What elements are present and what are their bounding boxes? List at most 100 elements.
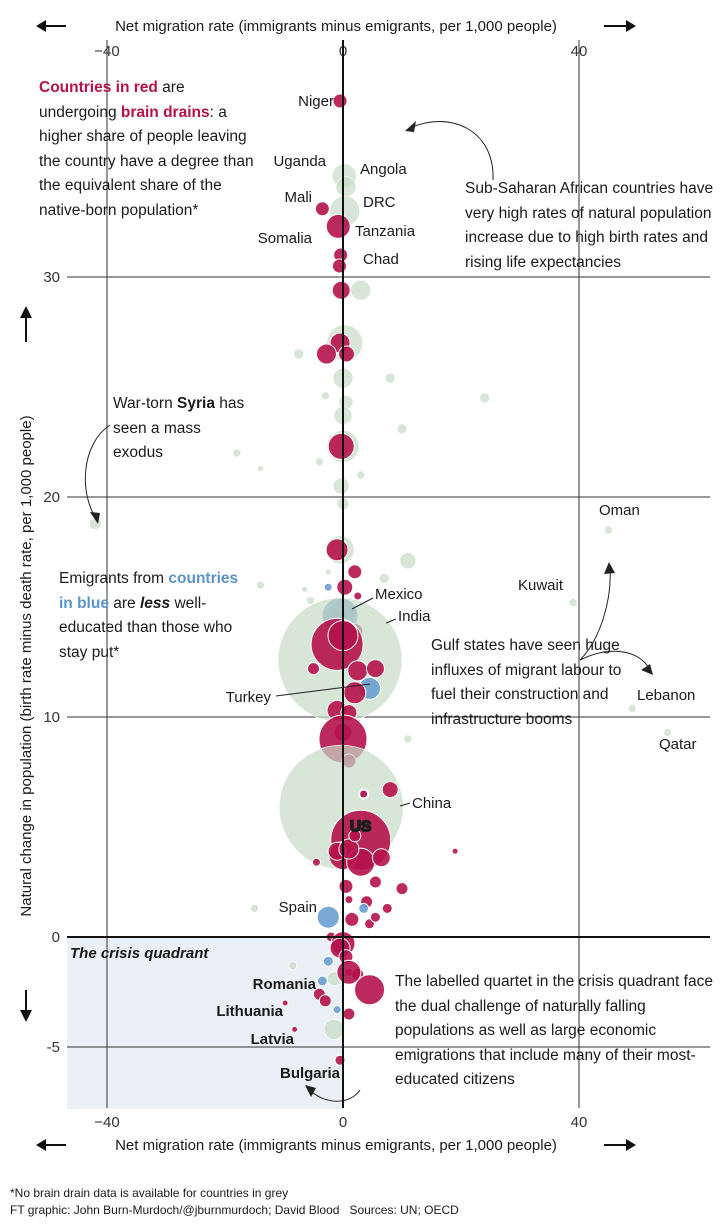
x-tick-top-0: −40 — [94, 43, 119, 60]
label-lithuania: Lithuania — [216, 1003, 283, 1020]
arrowhead-subsaharan — [405, 121, 416, 132]
label-qatar: Qatar — [659, 736, 697, 753]
bubble-point-80 — [368, 875, 382, 889]
x-axis-label-bottom: Net migration rate (immigrants minus emi… — [115, 1137, 557, 1154]
bubble-point-40 — [301, 586, 308, 593]
red-legend-phrase: Countries in red — [39, 79, 158, 96]
label-us: US — [350, 818, 371, 835]
bubble-point-79 — [338, 878, 354, 894]
label-angola: Angola — [360, 161, 407, 178]
arrowhead-syria — [90, 512, 100, 524]
bubble-point-39 — [256, 580, 265, 590]
bubble-point-43 — [353, 591, 363, 601]
label-oman: Oman — [599, 502, 640, 519]
bubble-point-15 — [293, 348, 305, 360]
x-axis-label-top: Net migration rate (immigrants minus emi… — [115, 18, 557, 35]
bubble-point-64 — [627, 703, 637, 713]
bubble-point-0 — [332, 93, 348, 109]
syria-text-1: War-torn — [113, 395, 178, 412]
arrowhead-oman — [604, 562, 615, 574]
bubble-point-45 — [568, 598, 578, 607]
bubble-point-109 — [323, 1019, 345, 1040]
bubble-point-107 — [342, 1007, 356, 1021]
bubble-point-34 — [325, 538, 349, 562]
bubble-point-88 — [316, 905, 340, 929]
syria-text-2: has seen a mass exodus — [113, 395, 245, 461]
subsaharan-note: Sub-Saharan African countries have very … — [465, 180, 714, 271]
bubble-point-28 — [356, 470, 366, 480]
bubble-point-104 — [318, 994, 332, 1008]
bubble-point-68 — [359, 789, 369, 799]
bubble-point-18 — [320, 391, 330, 401]
arrow-gulf-lebanon — [579, 650, 651, 671]
arrowhead-lebanon — [641, 664, 653, 675]
credit-line: FT graphic: John Burn-Murdoch/@jburnmurd… — [10, 1203, 459, 1217]
label-china: China — [412, 795, 452, 812]
bubble-point-108 — [291, 1025, 299, 1033]
y-axis: Natural change in population (birth rate… — [18, 306, 35, 1022]
bubble-point-8 — [331, 258, 347, 274]
label-kuwait: Kuwait — [518, 577, 564, 594]
x-tick-top-2: 40 — [571, 43, 588, 60]
emigrants-text-1: Emigrants from — [59, 570, 169, 587]
x-tick-bottom-1: 0 — [339, 1114, 347, 1131]
y-tick-2: 10 — [43, 709, 60, 726]
bubble-point-103 — [354, 974, 386, 1006]
footnote: *No brain drain data is available for co… — [10, 1186, 289, 1200]
tick-labels: −40−400040403020100-5 — [43, 43, 587, 1131]
arrow-subsaharan — [409, 121, 494, 181]
blue-legend-phrase: countries in blue — [59, 570, 239, 612]
bubble-point-14 — [338, 345, 356, 363]
label-chad: Chad — [363, 251, 399, 268]
y-axis-label: Natural change in population (birth rate… — [18, 415, 35, 916]
label-turkey: Turkey — [226, 689, 272, 706]
gulf-note: Gulf states have seen huge influxes of m… — [431, 637, 622, 728]
x-tick-bottom-2: 40 — [571, 1114, 588, 1131]
label-bulgaria: Bulgaria — [280, 1065, 341, 1082]
bubble-point-81 — [395, 882, 409, 896]
bubble-point-106 — [332, 1005, 342, 1015]
country-labels: Niger Uganda Angola Mali DRC Tanzania Somalia C… — [216, 93, 696, 1082]
arrow-syria — [84, 424, 111, 519]
bubble-point-84 — [381, 902, 393, 914]
bubble-point-65 — [663, 728, 672, 737]
arrowhead-bulgaria — [305, 1085, 316, 1097]
x-tick-bottom-0: −40 — [94, 1114, 119, 1131]
label-mali: Mali — [284, 189, 312, 206]
leader-china — [399, 802, 411, 807]
arrow-bulgaria — [309, 1089, 361, 1102]
x-axis-bottom: Net migration rate (immigrants minus emi… — [36, 1137, 636, 1154]
brain-drain-note: Countries in red are undergoing brain dr… — [39, 76, 254, 223]
brain-drain-text-2: : a higher share of people leaving the c… — [39, 103, 254, 219]
bubble-point-22 — [396, 423, 408, 435]
label-tanzania: Tanzania — [355, 223, 416, 240]
syria-bold: Syria — [177, 395, 215, 412]
leader-turkey — [275, 683, 371, 697]
bubble-point-90 — [369, 911, 381, 923]
bubble-point-26 — [232, 448, 242, 458]
y-tick-1: 20 — [43, 489, 60, 506]
bubble-point-54 — [365, 659, 385, 679]
bubble-point-32 — [604, 525, 613, 535]
crisis-quadrant-area — [67, 937, 343, 1109]
label-niger: Niger — [298, 93, 334, 110]
emigrants-italic: less — [139, 594, 171, 612]
bubble-point-41 — [323, 582, 333, 592]
label-latvia: Latvia — [251, 1031, 295, 1048]
label-spain: Spain — [279, 899, 317, 916]
bubble-point-37 — [324, 568, 332, 576]
x-axis-top: Net migration rate (immigrants minus emi… — [36, 18, 636, 35]
label-india: India — [398, 608, 431, 625]
bubble-point-17 — [384, 372, 396, 384]
y-tick-3: 0 — [52, 929, 60, 946]
bubble-point-20 — [479, 392, 490, 404]
label-lebanon: Lebanon — [637, 687, 695, 704]
bubble-point-74 — [371, 848, 391, 868]
bubble-point-2 — [335, 176, 357, 198]
bubble-point-75 — [311, 857, 321, 867]
bubble-point-36 — [347, 564, 363, 580]
emigrants-note: Emigrants from countries in blue are les… — [59, 567, 254, 665]
bubble-point-44 — [306, 596, 315, 605]
label-drc: DRC — [363, 194, 396, 211]
